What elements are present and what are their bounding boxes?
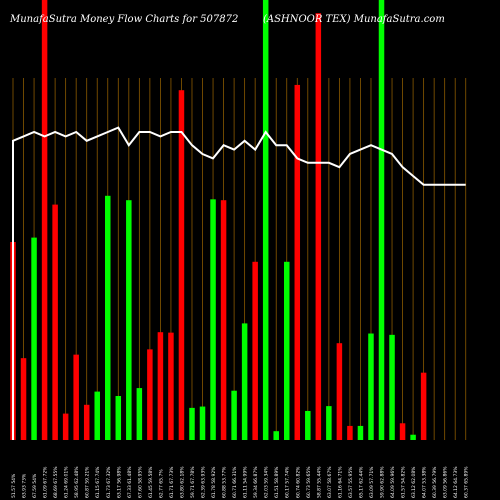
tick-label-27: 60.74 60.82%: [295, 466, 301, 498]
bar-33: [357, 425, 364, 440]
tick-label-34: 63.09 57.71%: [369, 466, 375, 498]
tick-label-2: 67.59 54%: [32, 473, 38, 498]
tick-label-21: 60.71 66.31%: [232, 466, 238, 498]
bar-21: [231, 390, 237, 440]
tick-label-3: 61.09 67.72%: [43, 466, 49, 498]
bar-38: [410, 434, 416, 440]
tick-label-23: 59.34 66.87%: [253, 466, 259, 498]
tick-label-39: 64.07 53.38%: [422, 466, 428, 498]
tick-label-35: 59.90 62.88%: [380, 466, 386, 498]
tick-label-11: 67.33 61.48%: [127, 466, 133, 498]
chart-title: MunafaSutra Money Flow Charts for 507872: [10, 14, 239, 25]
tick-label-41: 63.09 56.86%: [443, 466, 449, 498]
bar-29: [315, 13, 322, 440]
bar-3: [41, 0, 48, 440]
tick-label-25: 61.51 58.89%: [274, 466, 280, 498]
bar-39: [420, 372, 427, 440]
bar-12: [136, 388, 143, 440]
tick-label-22: 61.11 54.99%: [243, 466, 249, 498]
bar-25: [273, 431, 279, 440]
bar-24: [262, 0, 269, 440]
bar-14: [157, 332, 164, 440]
bar-37: [399, 423, 406, 440]
bar-4: [52, 204, 58, 440]
tick-label-26: 60.17 57.74%: [285, 466, 291, 498]
bar-1: [20, 358, 27, 440]
tick-label-19: 61.78 58.92%: [211, 466, 217, 498]
bar-17: [189, 407, 195, 440]
tick-label-40: 60.39 56.79%: [432, 466, 438, 498]
tick-label-6: 58.95 62.48%: [74, 466, 80, 498]
chart-subtitle: (ASHNOOR TEX) MunafaSutra.com: [263, 14, 445, 25]
tick-label-18: 62.39 63.93%: [201, 466, 207, 498]
tick-label-28: 60.73 59.65%: [306, 466, 312, 498]
tick-label-20: 60.88 53.77%: [222, 466, 228, 498]
bar-15: [168, 332, 174, 440]
tick-label-13: 61.45 59.58%: [148, 466, 154, 498]
tick-label-16: 63.80 62.18%: [179, 466, 185, 498]
tick-label-42: 64.12 64.73%: [453, 466, 459, 498]
trend-line: [12, 126, 466, 440]
tick-label-8: 61.15 67.74%: [95, 466, 101, 498]
bar-19: [210, 199, 216, 440]
tick-label-33: 65.17 62.44%: [358, 466, 364, 498]
tick-label-38: 63.12 62.08%: [411, 466, 417, 498]
bar-28: [305, 410, 311, 440]
bar-34: [368, 333, 374, 440]
bar-5: [62, 413, 69, 440]
bar-30: [326, 406, 332, 440]
tick-label-9: 61.73 67.32%: [106, 466, 112, 498]
tick-label-36: 64.09 59.96%: [390, 466, 396, 498]
tick-label-43: 60.37 65.89%: [464, 466, 470, 498]
bar-20: [220, 200, 227, 440]
tick-label-12: 67.60 58.95%: [137, 466, 143, 498]
tick-label-31: 61.16 64.71%: [337, 466, 343, 498]
bar-22: [241, 323, 248, 440]
bar-23: [252, 261, 258, 440]
bar-6: [73, 354, 79, 440]
tick-label-14: 62.77 65.7%: [158, 469, 164, 498]
bar-16: [178, 90, 185, 440]
bar-31: [336, 343, 343, 440]
tick-label-0: 51.57 54%: [11, 473, 17, 498]
tick-label-4: 68.69 67.55%: [53, 466, 59, 498]
tick-label-1: 63.93 73%: [22, 473, 28, 498]
bar-26: [283, 261, 290, 440]
bar-9: [105, 195, 111, 440]
tick-label-37: 61.57 54.82%: [401, 466, 407, 498]
tick-label-17: 59.71 67.78%: [190, 466, 196, 498]
tick-label-29: 58.87 55.44%: [316, 466, 322, 498]
tick-label-32: 63.57 55.95%: [348, 466, 354, 498]
bar-8: [94, 391, 100, 440]
bar-36: [389, 334, 395, 440]
bar-18: [199, 406, 206, 440]
trend-line-group: [12, 126, 466, 440]
tick-label-5: 61.24 69.01%: [64, 466, 70, 498]
bar-32: [347, 425, 353, 440]
tick-label-15: 61.71 67.73%: [169, 466, 175, 498]
tick-label-10: 63.17 56.98%: [116, 466, 122, 498]
bar-35: [378, 0, 385, 440]
bar-13: [147, 349, 153, 440]
tick-label-7: 60.87 59.21%: [85, 466, 91, 498]
bar-11: [126, 200, 132, 440]
bar-2: [31, 237, 37, 440]
bars-group: [10, 0, 427, 441]
tick-label-30: 63.07 58.67%: [327, 466, 333, 498]
tick-label-24: 62.03 59.34%: [264, 466, 270, 498]
bar-10: [115, 396, 122, 440]
bar-7: [83, 404, 90, 440]
bar-27: [294, 84, 301, 441]
tick-labels-group: 51.57 54% 63.93 73% 67.59 54% 61.09 67.72% 6…: [11, 466, 470, 498]
